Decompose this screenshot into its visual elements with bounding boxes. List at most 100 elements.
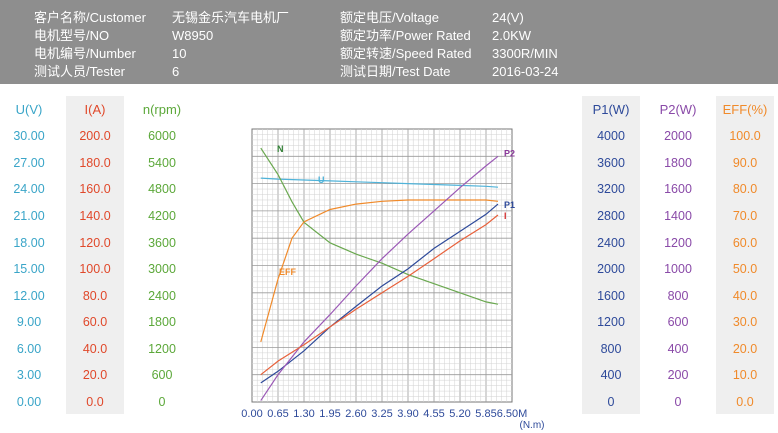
speed-rated-label: 额定转速/Speed Rated xyxy=(340,46,472,61)
column-value: 1400 xyxy=(664,209,692,223)
column-value: 800 xyxy=(667,289,689,303)
x-tick-label: 1.95 xyxy=(319,408,340,420)
column-value: 200 xyxy=(667,368,689,382)
column-value: 20.0 xyxy=(732,342,758,356)
column-value: 0 xyxy=(607,395,615,409)
column-value: 5400 xyxy=(148,156,176,170)
x-tick-label: 6.50M xyxy=(497,408,528,420)
x-tick-label: 2.60 xyxy=(345,408,366,420)
column-value: 1200 xyxy=(664,236,692,250)
column-value: 140.0 xyxy=(79,209,111,223)
column-title: n(rpm) xyxy=(142,102,182,117)
column-value: 1600 xyxy=(664,182,692,196)
x-axis-label: (N.m) xyxy=(520,420,545,431)
column-value: 2000 xyxy=(664,129,692,143)
column-value: 30.00 xyxy=(13,129,45,143)
column-value: 1800 xyxy=(148,315,176,329)
motor-model-label: 电机型号/NO xyxy=(34,28,110,43)
motor-number-label: 电机编号/Number xyxy=(34,46,136,61)
column-value: 2400 xyxy=(148,289,176,303)
series-label-u: U xyxy=(318,175,325,185)
column-title: P1(W) xyxy=(592,102,630,117)
column-value: 800 xyxy=(600,342,622,356)
left-column-2: n(rpm) 6000 5400 4800 4200 3600 3000 2400 1800 12… xyxy=(133,96,191,414)
left-column-1: I(A) 200.0 180.0 160.0 140.0 120.0 100.0 80.0 60… xyxy=(66,96,124,414)
right-column-0: P1(W) 4000 3600 3200 2800 2400 2000 1600 1200 800… xyxy=(582,96,640,414)
customer-label: 客户名称/Customer xyxy=(34,10,146,25)
column-value: 3000 xyxy=(148,262,176,276)
series-line-u xyxy=(260,177,499,188)
series-line-eff xyxy=(260,199,499,343)
column-value: 50.0 xyxy=(732,262,758,276)
power-rated-label: 额定功率/Power Rated xyxy=(340,28,471,43)
series-line-p1 xyxy=(260,203,499,384)
column-value: 6.00 xyxy=(16,342,42,356)
column-value: 120.0 xyxy=(79,236,111,250)
x-tick-label: 4.55 xyxy=(423,408,444,420)
motor-model-value: W8950 xyxy=(172,28,214,43)
column-value: 400 xyxy=(667,342,689,356)
column-value: 3200 xyxy=(597,182,625,196)
column-value: 1600 xyxy=(597,289,625,303)
column-value: 2400 xyxy=(597,236,625,250)
right-column-1: P2(W) 2000 1800 1600 1400 1200 1000 800 600 400 20… xyxy=(649,96,707,414)
left-column-0: U(V) 30.00 27.00 24.00 21.00 18.00 15.00 12.00 9… xyxy=(0,96,58,414)
column-value: 160.0 xyxy=(79,182,111,196)
column-value: 60.0 xyxy=(82,315,108,329)
test-date-value: 2016-03-24 xyxy=(492,64,559,79)
column-value: 200.0 xyxy=(79,129,111,143)
column-value: 24.00 xyxy=(13,182,45,196)
column-value: 70.0 xyxy=(732,209,758,223)
test-date-label: 测试日期/Test Date xyxy=(340,64,451,79)
x-tick-label: 1.30 xyxy=(293,408,314,420)
column-value: 0 xyxy=(674,395,682,409)
series-line-n xyxy=(260,147,499,305)
column-value: 21.00 xyxy=(13,209,45,223)
column-value: 100.0 xyxy=(79,262,111,276)
x-tick-label: 0.00 xyxy=(241,408,262,420)
column-value: 4000 xyxy=(597,129,625,143)
series-label-eff: EFF xyxy=(279,267,297,277)
column-title: I(A) xyxy=(84,102,106,117)
column-value: 600 xyxy=(667,315,689,329)
column-value: 3600 xyxy=(597,156,625,170)
column-value: 40.0 xyxy=(732,289,758,303)
column-value: 80.0 xyxy=(732,182,758,196)
column-value: 0 xyxy=(158,395,166,409)
column-value: 4200 xyxy=(148,209,176,223)
series-label-n: N xyxy=(277,144,284,154)
series-label-i: I xyxy=(504,211,507,221)
column-value: 4800 xyxy=(148,182,176,196)
column-value: 2800 xyxy=(597,209,625,223)
column-value: 2000 xyxy=(597,262,625,276)
series-line-i xyxy=(260,214,499,376)
column-value: 20.0 xyxy=(82,368,108,382)
x-tick-label: 0.65 xyxy=(267,408,288,420)
column-value: 1200 xyxy=(597,315,625,329)
voltage-value: 24(V) xyxy=(492,10,524,25)
tester-value: 6 xyxy=(172,64,180,79)
test-info-header: 客户名称/Customer 无锡金乐汽车电机厂 额定电压/Voltage 24(… xyxy=(0,0,778,84)
tester-label: 测试人员/Tester xyxy=(34,64,126,79)
speed-rated-value: 3300R/MIN xyxy=(492,46,558,61)
column-value: 180.0 xyxy=(79,156,111,170)
column-value: 400 xyxy=(600,368,622,382)
column-value: 18.00 xyxy=(13,236,45,250)
column-value: 12.00 xyxy=(13,289,45,303)
column-value: 1000 xyxy=(664,262,692,276)
x-tick-label: 5.85 xyxy=(475,408,496,420)
voltage-label: 额定电压/Voltage xyxy=(340,10,439,25)
column-value: 600 xyxy=(151,368,173,382)
series-label-p2: P2 xyxy=(504,148,515,158)
column-value: 0.0 xyxy=(736,395,754,409)
right-column-2: EFF(%) 100.0 90.0 80.0 70.0 60.0 50.0 40.0 30.0 2… xyxy=(716,96,774,414)
column-value: 90.0 xyxy=(732,156,758,170)
series-label-p1: P1 xyxy=(504,200,515,210)
column-value: 1800 xyxy=(664,156,692,170)
customer-value: 无锡金乐汽车电机厂 xyxy=(172,10,290,25)
column-value: 0.00 xyxy=(16,395,42,409)
column-value: 9.00 xyxy=(16,315,42,329)
column-value: 60.0 xyxy=(732,236,758,250)
column-value: 10.0 xyxy=(732,368,758,382)
x-tick-label: 3.25 xyxy=(371,408,392,420)
